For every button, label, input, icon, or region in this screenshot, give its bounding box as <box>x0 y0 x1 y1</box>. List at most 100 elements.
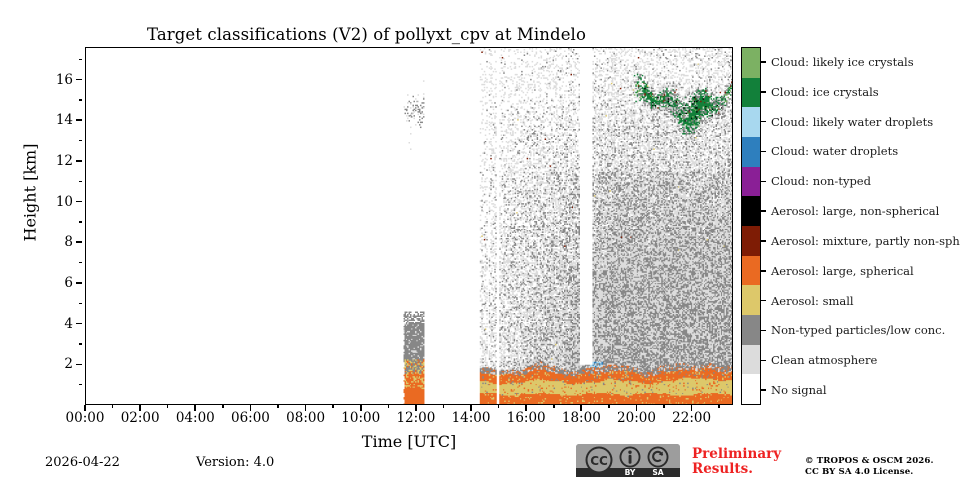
x-tick-label: 20:00 <box>617 410 656 426</box>
colorbar-label: Clean atmosphere <box>771 353 878 368</box>
x-tick-label: 14:00 <box>451 410 491 426</box>
y-tick-minor <box>79 139 83 142</box>
y-tick-minor <box>79 180 83 182</box>
y-tick-minor <box>79 58 83 60</box>
x-tick-mark <box>580 405 583 411</box>
chart-title: Target classifications (V2) of pollyxt_c… <box>147 25 586 44</box>
colorbar-label: Cloud: likely water droplets <box>771 114 934 129</box>
colorbar-label: Cloud: likely ice crystals <box>771 54 914 69</box>
colorbar-ticks <box>761 47 769 405</box>
colorbar <box>741 47 761 405</box>
x-tick-label: 16:00 <box>506 410 546 426</box>
colorbar-label: Cloud: ice crystals <box>771 84 879 99</box>
colorbar-swatch <box>742 196 760 226</box>
y-tick-mark <box>76 78 82 81</box>
copyright-notice: © TROPOS & OSCM 2026. CC BY SA 4.0 Licen… <box>805 456 934 478</box>
colorbar-swatch <box>742 285 760 315</box>
colorbar-swatch <box>742 374 760 404</box>
x-tick-mark <box>84 405 86 411</box>
colorbar-tick <box>761 61 766 63</box>
colorbar-label: Aerosol: mixture, partly non-spherical <box>771 233 960 248</box>
colorbar-swatch <box>742 255 760 286</box>
x-tick-minor <box>277 405 279 409</box>
colorbar-swatch <box>742 225 760 256</box>
y-tick-minor <box>79 99 83 101</box>
x-tick-mark <box>525 405 528 411</box>
colorbar-tick <box>761 329 766 332</box>
colorbar-label: Non-typed particles/low conc. <box>771 323 946 338</box>
x-tick-mark <box>415 405 417 411</box>
x-tick-minor <box>387 405 390 409</box>
x-tick-label: 10:00 <box>341 410 381 426</box>
svg-text:CC: CC <box>590 454 608 468</box>
creative-commons-badge: CC BY SA <box>576 444 680 477</box>
colorbar-swatch <box>742 136 760 167</box>
svg-text:BY: BY <box>625 468 636 477</box>
colorbar-tick <box>761 299 766 302</box>
x-tick-minor <box>718 405 720 409</box>
colorbar-tick <box>761 120 766 123</box>
colorbar-swatch <box>742 344 760 375</box>
x-tick-mark <box>249 405 252 411</box>
plot-area <box>85 47 733 405</box>
colorbar-label: Aerosol: small <box>771 293 854 308</box>
y-tick-label: 16 <box>55 71 73 88</box>
y-tick-mark <box>76 119 82 122</box>
x-tick-mark <box>304 405 307 411</box>
colorbar-tick <box>761 389 766 391</box>
target-classification-heatmap <box>86 48 732 404</box>
date-stamp: 2026-04-22 <box>45 455 120 470</box>
x-tick-label: 06:00 <box>230 410 270 426</box>
colorbar-swatch <box>742 107 760 137</box>
x-tick-minor <box>663 405 665 409</box>
colorbar-label: Aerosol: large, non-spherical <box>771 204 940 219</box>
x-tick-label: 02:00 <box>120 410 160 426</box>
x-tick-label: 18:00 <box>561 410 601 426</box>
x-tick-minor <box>553 405 555 409</box>
version-label: Version: 4.0 <box>196 455 275 470</box>
colorbar-tick <box>761 150 766 153</box>
colorbar-tick <box>761 180 766 182</box>
x-tick-label: 12:00 <box>396 410 436 426</box>
x-tick-mark <box>635 405 638 411</box>
x-tick-mark <box>359 405 362 411</box>
preliminary-line-2: Results. <box>692 460 753 477</box>
y-tick-mark <box>76 363 82 366</box>
y-tick-label: 2 <box>64 356 73 373</box>
copyright-line-2: CC BY SA 4.0 License. <box>805 467 914 477</box>
colorbar-tick <box>761 240 766 242</box>
x-tick-mark <box>139 405 141 411</box>
y-tick-mark <box>76 241 82 244</box>
x-tick-minor <box>111 405 114 409</box>
colorbar-legend-labels: Cloud: likely ice crystals Cloud: ice cry… <box>771 47 960 405</box>
colorbar-swatch <box>742 77 760 108</box>
x-tick-minor <box>166 405 169 409</box>
x-tick-minor <box>222 405 224 409</box>
y-tick-minor <box>79 221 83 223</box>
x-tick-mark <box>194 405 197 411</box>
y-tick-mark <box>76 160 82 162</box>
colorbar-label: No signal <box>771 383 827 398</box>
y-tick-label: 10 <box>55 193 73 210</box>
colorbar-swatch <box>742 314 760 345</box>
y-tick-label: 14 <box>55 112 73 129</box>
x-tick-label: 04:00 <box>175 410 215 426</box>
y-tick-label: 8 <box>64 234 73 251</box>
preliminary-results-note: Preliminary Results. <box>692 447 781 476</box>
y-tick-mark <box>76 200 82 203</box>
x-tick-label: 00:00 <box>65 410 105 426</box>
x-tick-mark <box>470 405 472 411</box>
colorbar-swatch <box>742 47 760 78</box>
y-axis-label: Height [km] <box>20 143 40 242</box>
colorbar-tick <box>761 359 766 361</box>
x-tick-minor <box>332 405 334 409</box>
y-tick-minor <box>79 302 83 304</box>
copyright-line-1: © TROPOS & OSCM 2026. <box>805 456 934 466</box>
colorbar-tick <box>761 270 766 272</box>
x-tick-label: 22:00 <box>672 410 712 426</box>
colorbar-tick <box>761 91 766 93</box>
x-tick-minor <box>608 405 610 409</box>
colorbar-label: Cloud: water droplets <box>771 144 899 159</box>
x-tick-minor <box>442 405 445 409</box>
x-tick-mark <box>690 405 693 411</box>
